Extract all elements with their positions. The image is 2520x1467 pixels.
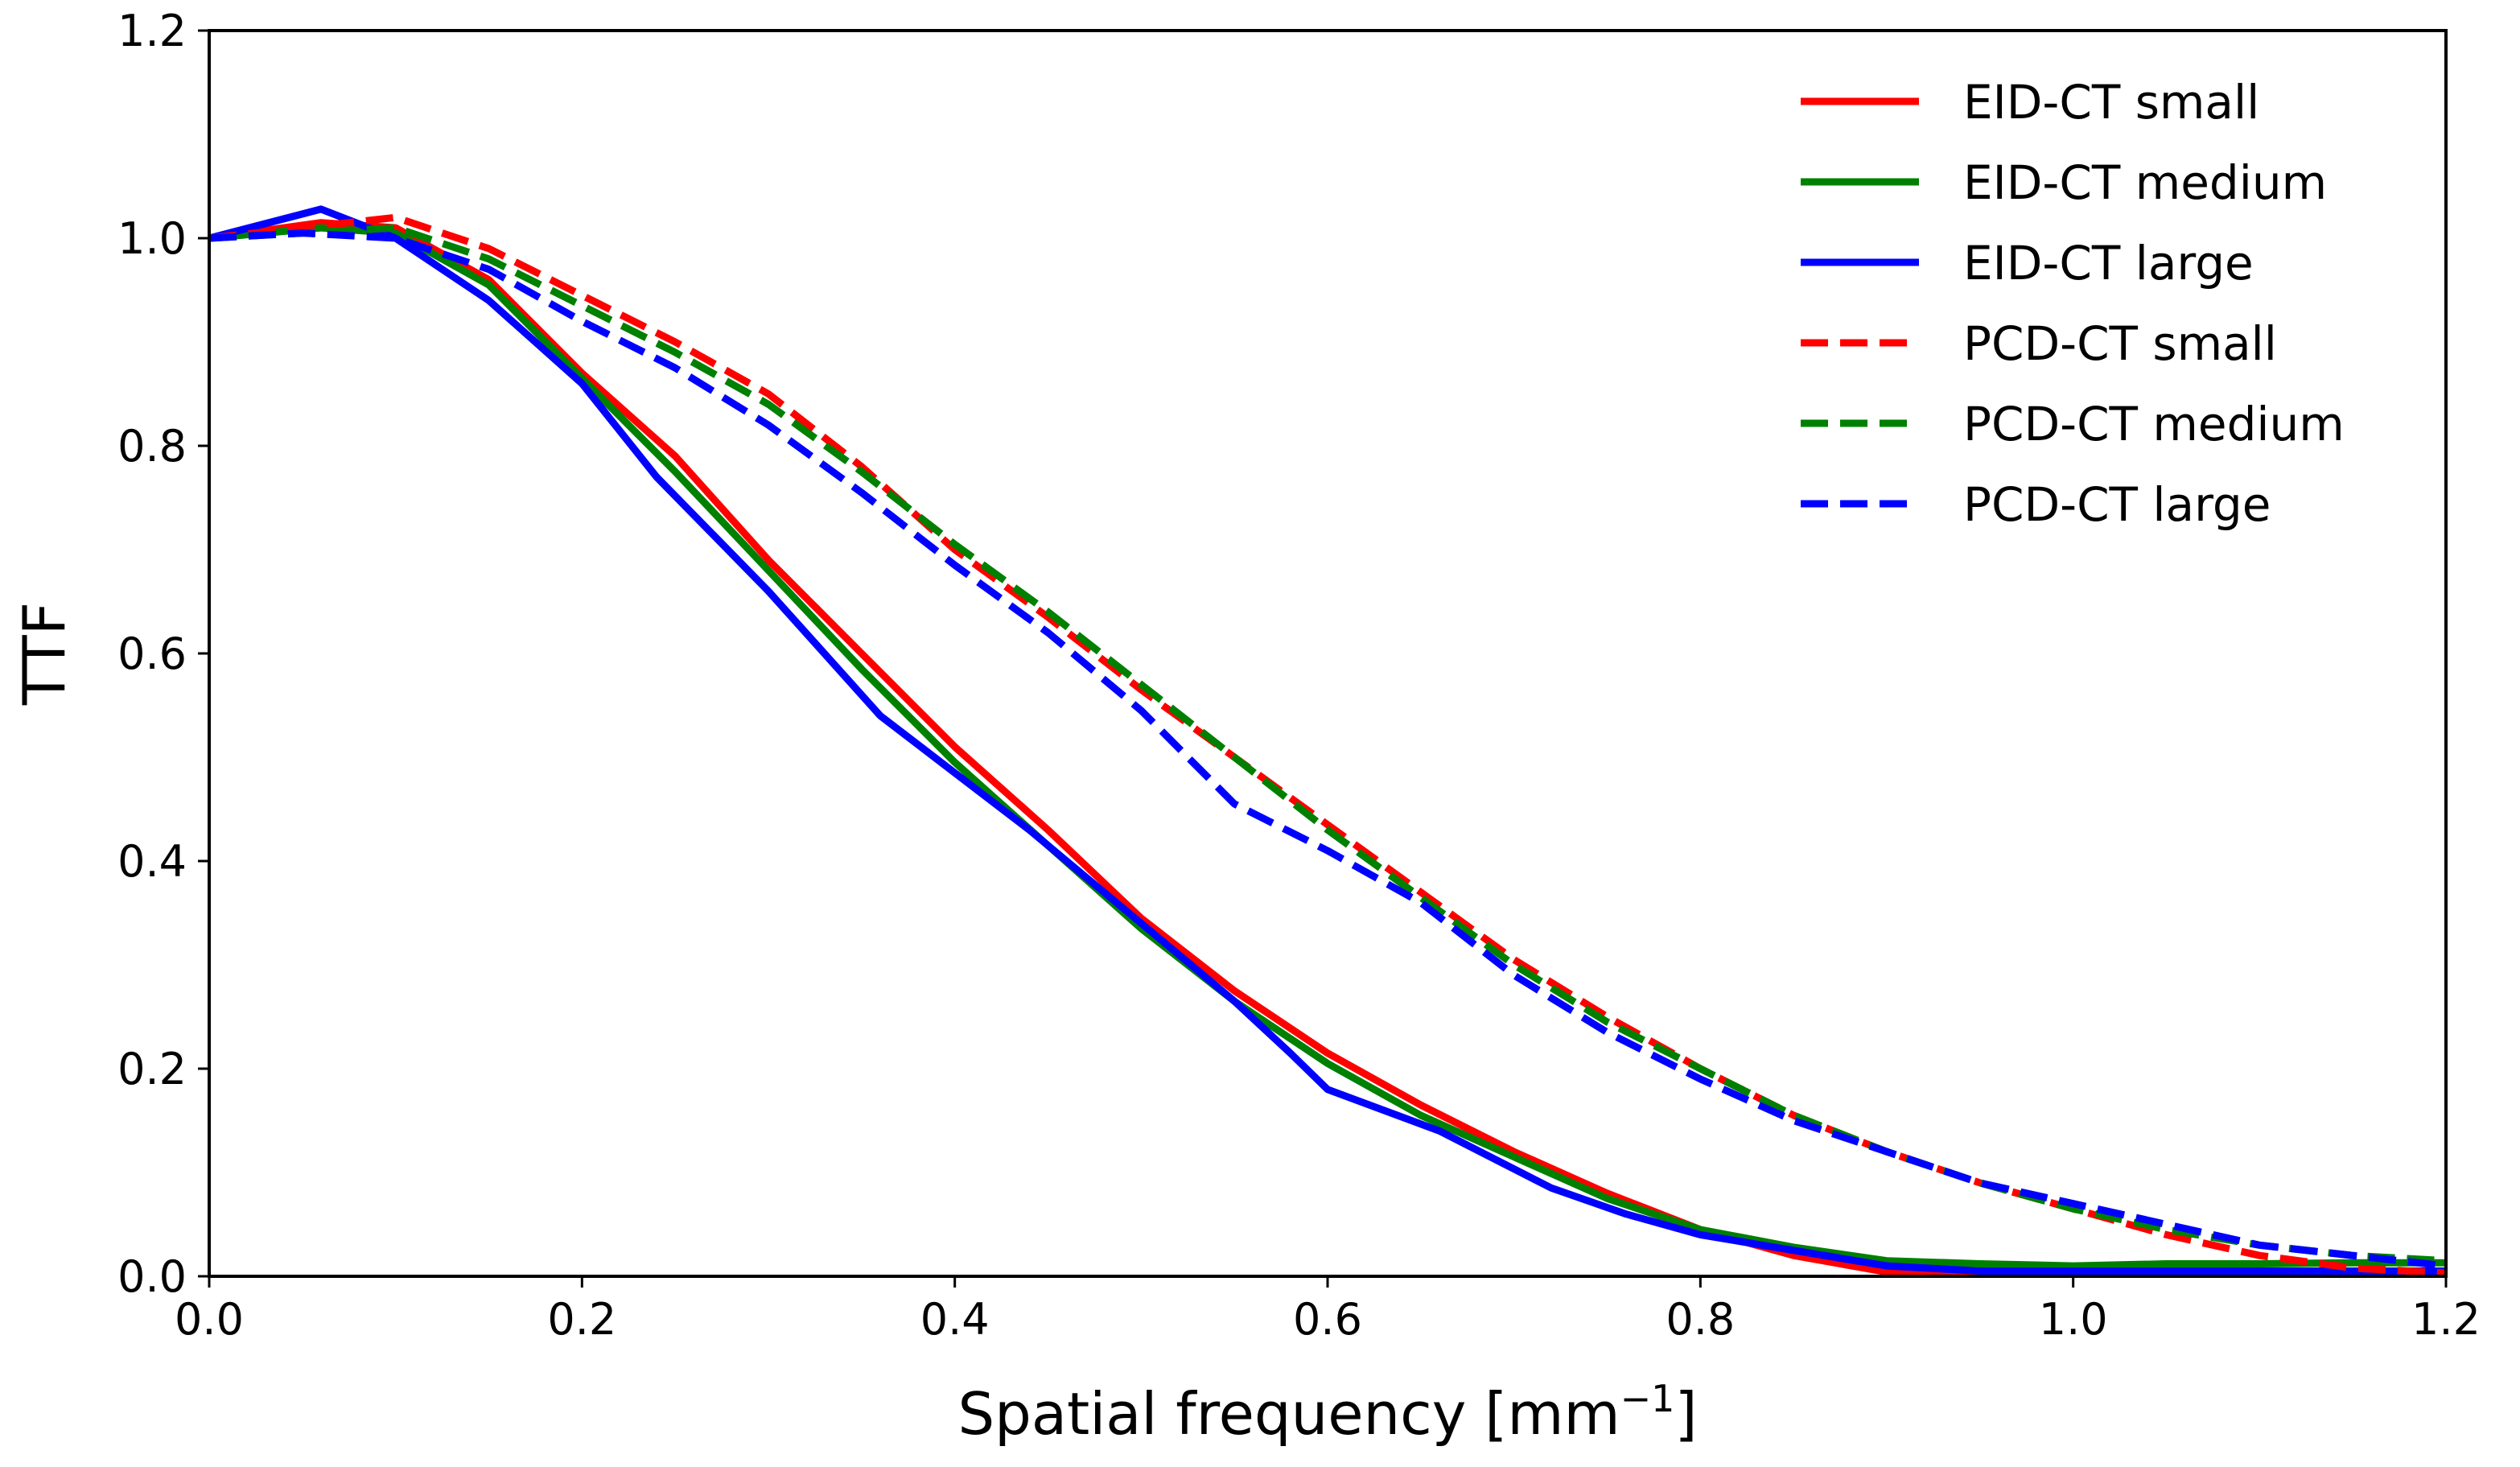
x-tick-label: 0.4 — [920, 1294, 990, 1345]
x-tick-label: 1.0 — [2039, 1294, 2108, 1345]
x-tick-label: 0.2 — [547, 1294, 616, 1345]
legend-label: PCD-CT large — [1963, 477, 2271, 532]
x-axis-label-exponent: −1 — [1620, 1377, 1675, 1420]
series-line-eid-ct-medium — [208, 224, 2446, 1270]
legend: EID-CT small EID-CT medium EID-CT large PCD… — [1801, 75, 2345, 532]
series-line-pcd-ct-medium — [208, 224, 2447, 1265]
y-tick-label: 0.2 — [117, 1044, 187, 1094]
legend-label: EID-CT small — [1963, 75, 2259, 130]
x-tick-label: 0.6 — [1293, 1294, 1362, 1345]
legend-label: PCD-CT small — [1963, 316, 2277, 371]
y-tick-label: 0.4 — [117, 836, 187, 887]
series-layer — [208, 205, 2447, 1278]
x-axis-label: Spatial frequency [mm−1] — [957, 1377, 1697, 1448]
y-tick-label: 0.0 — [117, 1251, 187, 1302]
x-axis-ticks: 0.0 0.2 0.4 0.6 0.8 1.0 1.2 — [175, 1276, 2481, 1345]
y-axis-label: TTF — [10, 602, 78, 706]
y-tick-label: 0.6 — [117, 628, 187, 679]
x-tick-label: 0.0 — [175, 1294, 244, 1345]
y-tick-label: 0.8 — [117, 421, 187, 472]
y-tick-label: 1.0 — [117, 213, 187, 264]
series-line-pcd-ct-large — [208, 229, 2447, 1270]
x-tick-label: 0.8 — [1666, 1294, 1735, 1345]
y-axis-ticks: 0.0 0.2 0.4 0.6 0.8 1.0 1.2 — [117, 6, 209, 1302]
legend-label: EID-CT large — [1963, 236, 2254, 291]
x-tick-label: 1.2 — [2411, 1294, 2481, 1345]
legend-label: EID-CT medium — [1963, 155, 2327, 210]
legend-label: PCD-CT medium — [1963, 397, 2345, 451]
series-line-eid-ct-large — [208, 205, 2446, 1275]
x-axis-label-suffix: ] — [1674, 1380, 1697, 1448]
y-tick-label: 1.2 — [117, 6, 187, 56]
